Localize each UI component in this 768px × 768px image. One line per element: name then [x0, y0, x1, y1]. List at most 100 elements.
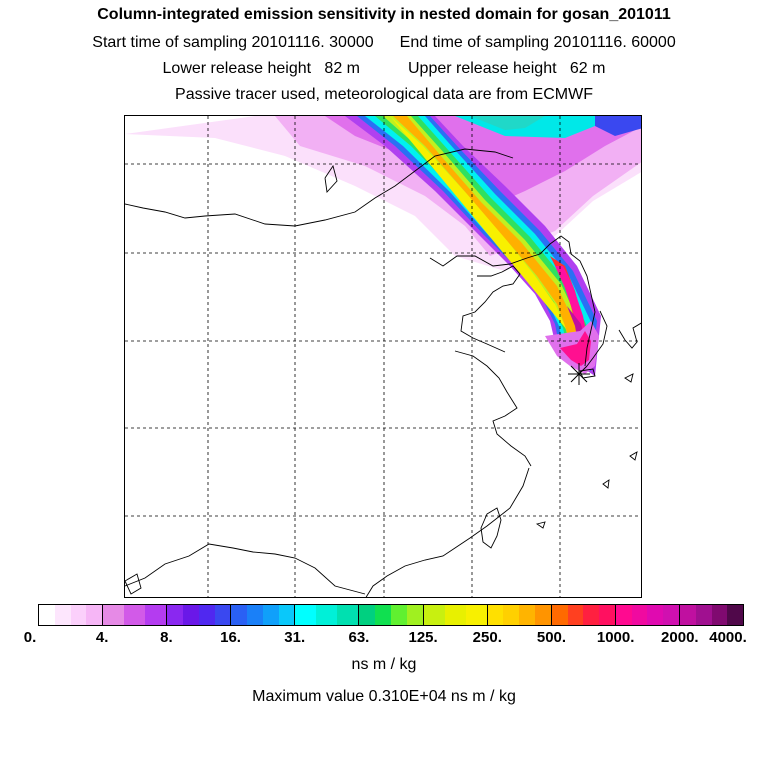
colorbar-tick-label: 4000. — [709, 629, 747, 646]
colorbar-segment — [358, 605, 423, 625]
start-value: 20101116. 30000 — [251, 34, 374, 51]
colorbar-tick-label: 63. — [348, 629, 370, 646]
colorbar — [38, 604, 744, 626]
plume-blue-top — [595, 116, 641, 136]
coastline-north-border — [125, 148, 514, 227]
plume-teal-top — [470, 116, 545, 130]
colorbar-tick-label: 8. — [160, 629, 173, 646]
colorbar-swatch — [295, 605, 317, 625]
colorbar-swatch — [423, 605, 445, 625]
colorbar-swatch — [711, 605, 728, 625]
colorbar-segment — [294, 605, 359, 625]
release-heights: Lower release height 82 m Upper release h… — [0, 60, 768, 78]
colorbar-tick-label: 31. — [284, 629, 306, 646]
colorbar-swatch — [262, 605, 279, 625]
emission-plume — [125, 116, 641, 376]
coastline-china-east — [429, 235, 596, 367]
colorbar-swatch — [167, 605, 183, 625]
colorbar-swatch — [519, 605, 535, 625]
coastline-bohai — [460, 265, 521, 353]
colorbar-swatch — [465, 605, 487, 625]
colorbar-segment — [166, 605, 231, 625]
colorbar-swatch — [647, 605, 664, 625]
colorbar-swatch — [214, 605, 231, 625]
colorbar-swatch — [54, 605, 71, 625]
colorbar-swatch — [182, 605, 199, 625]
start-label: Start time of sampling — [92, 34, 247, 51]
plume-tip-inner — [560, 331, 591, 366]
upper-release-label: Upper release height — [408, 60, 557, 77]
colorbar-swatch — [444, 605, 466, 625]
star-stroke-4 — [570, 365, 588, 383]
colorbar-swatch — [39, 605, 55, 625]
colorbar-segment — [678, 605, 744, 625]
colorbar-swatch — [567, 605, 584, 625]
colorbar-swatch — [406, 605, 423, 625]
map-canvas — [125, 116, 641, 597]
subtitle: Passive tracer used, meteorological data… — [175, 86, 593, 103]
colorbar-swatch — [247, 605, 263, 625]
colorbar-swatch — [316, 605, 338, 625]
colorbar-swatch — [391, 605, 407, 625]
colorbar-tick-label: 0. — [23, 629, 37, 646]
colorbar-swatch — [231, 605, 248, 625]
colorbar-swatch — [583, 605, 600, 625]
coastline-yellow-sea — [454, 350, 532, 467]
colorbar-swatch — [599, 605, 615, 625]
colorbar-segment — [614, 605, 679, 625]
coastlines — [125, 148, 641, 597]
colorbar-tick-label: 250. — [472, 629, 502, 646]
colorbar-segment — [486, 605, 551, 625]
coastline-south-china — [365, 467, 530, 597]
plot-title: Column-integrated emission sensitivity i… — [97, 6, 671, 23]
colorbar-swatch — [487, 605, 504, 625]
coastline-korea-east — [586, 310, 608, 367]
map-panel — [124, 115, 642, 598]
colorbar-swatch — [145, 605, 167, 625]
colorbar-tick-label: 4. — [95, 629, 109, 646]
receptor-star-marker — [568, 363, 590, 385]
coastline-mongolia — [324, 164, 338, 194]
colorbar-swatch — [70, 605, 87, 625]
jeju-island — [579, 368, 596, 379]
colorbar-swatch — [503, 605, 520, 625]
colorbar-swatch — [695, 605, 712, 625]
coastline-japan — [618, 322, 641, 349]
colorbar-swatch — [278, 605, 295, 625]
colorbar-segment — [550, 605, 615, 625]
lower-release-value: 82 m — [324, 60, 360, 77]
taiwan-island — [480, 507, 502, 549]
islet-2 — [629, 451, 638, 461]
colorbar-swatch — [103, 605, 125, 625]
islet-3 — [602, 479, 610, 489]
colorbar-tick-label: 1000. — [596, 629, 635, 646]
colorbar-segment — [39, 605, 103, 625]
lower-release-label: Lower release height — [162, 60, 312, 77]
colorbar-swatch — [615, 605, 632, 625]
colorbar-swatch — [86, 605, 103, 625]
colorbar-swatch — [375, 605, 392, 625]
colorbar-swatch — [663, 605, 679, 625]
colorbar-tick-labels: 0. 4. 8. 16. 31. 63. 125. 250. 500. 1000. 2000. 400… — [0, 629, 768, 649]
colorbar-swatch — [198, 605, 215, 625]
hainan-island — [125, 573, 142, 595]
end-value: 20101116. 60000 — [553, 34, 676, 51]
plume-band-yellow — [390, 116, 567, 330]
end-label: End time of sampling — [399, 34, 550, 51]
colorbar-swatch — [337, 605, 359, 625]
maximum-value-label: Maximum value 0.310E+04 ns m / kg — [252, 688, 516, 705]
colorbar-swatch — [631, 605, 648, 625]
colorbar-segment — [422, 605, 487, 625]
upper-release-value: 62 m — [569, 60, 606, 77]
colorbar-tick-label: 500. — [536, 629, 567, 646]
colorbar-swatch — [727, 605, 744, 625]
islet-4 — [535, 521, 546, 529]
islet-1 — [624, 373, 634, 383]
colorbar-tick-label: 125. — [408, 629, 438, 646]
coastline-inner-border — [125, 543, 366, 595]
colorbar-tick-label: 16. — [220, 629, 241, 646]
colorbar-swatch — [124, 605, 146, 625]
colorbar-segment — [102, 605, 167, 625]
colorbar-segment — [230, 605, 295, 625]
colorbar-swatch — [551, 605, 568, 625]
